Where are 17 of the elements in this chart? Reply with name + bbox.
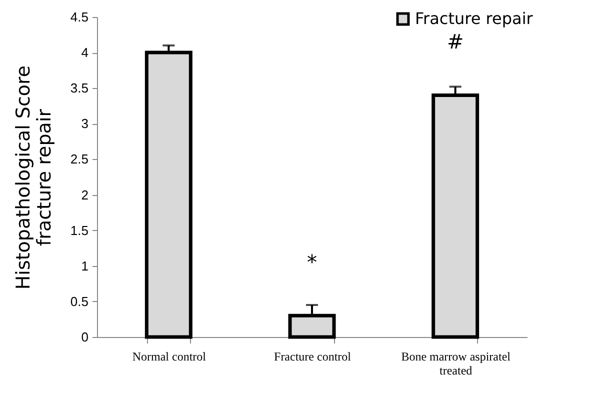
y-tick-label: 0 <box>81 330 88 344</box>
y-tick-label: 3.5 <box>70 80 88 96</box>
annotation: # <box>446 30 464 54</box>
x-tick-label: Fracture control <box>274 350 352 364</box>
y-tick-label: 1.5 <box>70 222 88 238</box>
y-axis-title: Histopathological Score fracture repair <box>12 65 56 290</box>
y-tick-label: 3 <box>81 116 88 132</box>
annotation: * <box>307 250 317 274</box>
y-tick-label: 0.5 <box>70 294 88 309</box>
y-tick-label: 1 <box>81 258 88 274</box>
x-tick-label: Bone marrow aspiratel treated <box>401 350 512 378</box>
x-tick-label: Normal control <box>132 350 207 364</box>
y-tick-label: 2 <box>81 187 88 202</box>
y-tick-label: 4 <box>81 45 88 60</box>
legend-label: Fracture repair <box>415 9 534 28</box>
y-tick-label: 4.5 <box>70 10 88 24</box>
y-tick-label: 2.5 <box>70 152 88 167</box>
